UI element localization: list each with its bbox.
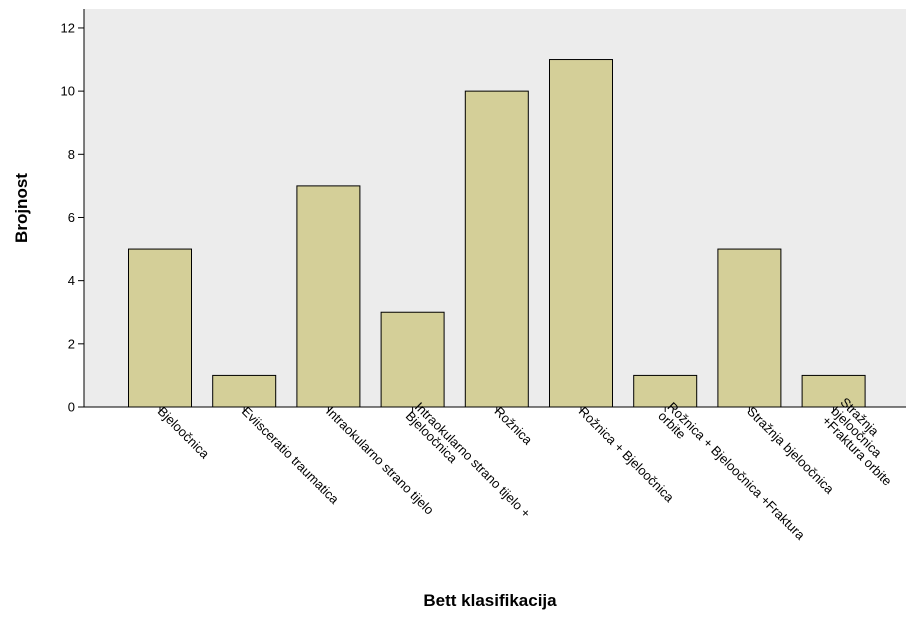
x-tick-label-line: Bjeloočnica [155, 404, 213, 462]
bar-1 [128, 248, 192, 408]
y-tick-label: 12 [61, 20, 75, 35]
x-tick-label: Rožnica [491, 404, 535, 448]
y-tick-label: 10 [61, 84, 75, 99]
x-tick-label-line: Rožnica + Bjeloočnica +Fraktura [664, 399, 808, 543]
bar-6 [549, 59, 613, 408]
bar-9 [801, 374, 866, 408]
bar-5 [464, 90, 529, 408]
y-axis-title: Brojnost [12, 173, 31, 243]
bar-2 [212, 374, 277, 408]
y-tick-label: 2 [68, 336, 75, 351]
y-tick-label: 0 [68, 400, 75, 415]
y-tick-label: 4 [68, 273, 75, 288]
bars [128, 59, 866, 408]
x-tick-label-line: Eviisceratio traumatica [239, 404, 343, 508]
y-tick-label: 8 [68, 147, 75, 162]
bar-7 [633, 374, 698, 408]
x-axis-title: Bett klasifikacija [423, 591, 557, 610]
x-tick-label: Eviisceratio traumatica [239, 404, 343, 508]
x-tick-label-line: Rožnica [491, 404, 535, 448]
bar-8 [717, 248, 782, 408]
x-axis: Bjeloočnica Eviisceratio traumaticaIntrao… [84, 395, 906, 543]
y-axis: 0 2 4 6 8 10 12 [61, 9, 85, 415]
y-tick-label: 6 [68, 210, 75, 225]
bar-4 [380, 311, 445, 408]
bar-3 [296, 185, 361, 408]
x-tick-label: Bjeloočnica [155, 404, 213, 462]
